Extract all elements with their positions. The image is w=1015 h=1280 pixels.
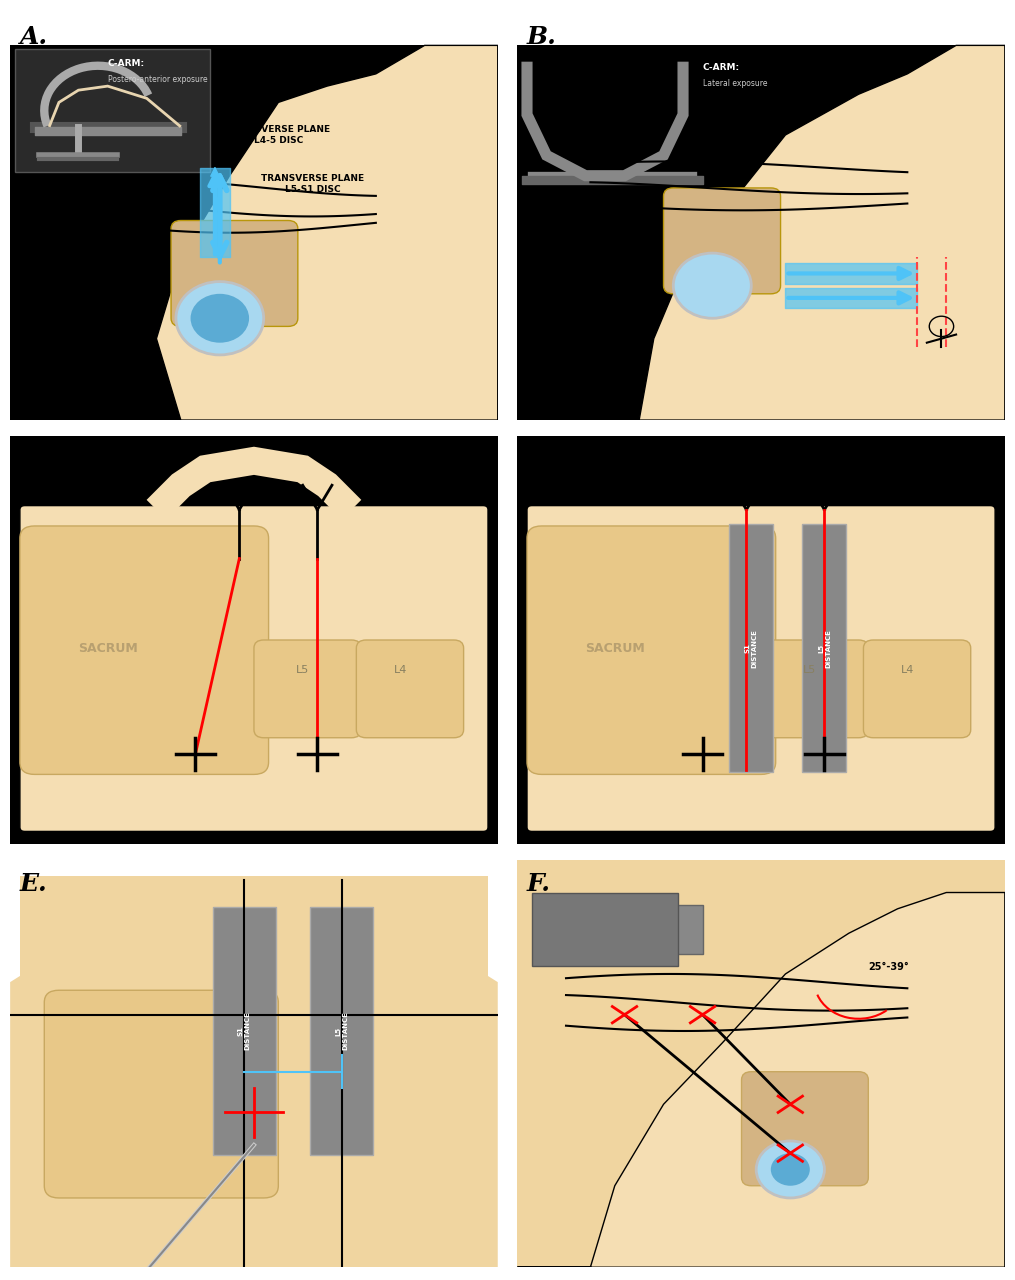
Text: L4: L4 xyxy=(900,664,915,675)
Text: A.: A. xyxy=(20,26,48,49)
Text: E.: E. xyxy=(20,872,48,896)
Text: SACRUM: SACRUM xyxy=(78,643,138,655)
FancyBboxPatch shape xyxy=(761,640,868,737)
Text: L5
DISTANCE: L5 DISTANCE xyxy=(818,628,831,668)
Polygon shape xyxy=(156,45,497,420)
FancyBboxPatch shape xyxy=(20,506,488,832)
Text: L5: L5 xyxy=(296,664,310,675)
FancyBboxPatch shape xyxy=(730,524,773,772)
Circle shape xyxy=(191,294,249,343)
Polygon shape xyxy=(639,45,1005,420)
FancyBboxPatch shape xyxy=(10,45,497,420)
Text: F.: F. xyxy=(527,872,551,896)
FancyBboxPatch shape xyxy=(172,220,297,326)
FancyBboxPatch shape xyxy=(20,526,269,774)
Polygon shape xyxy=(10,881,497,1267)
FancyBboxPatch shape xyxy=(15,50,210,172)
Text: C-ARM:: C-ARM: xyxy=(108,59,145,68)
FancyBboxPatch shape xyxy=(742,1071,868,1185)
FancyBboxPatch shape xyxy=(864,640,970,737)
Text: L4: L4 xyxy=(394,664,407,675)
Circle shape xyxy=(176,282,264,355)
FancyBboxPatch shape xyxy=(664,188,781,294)
Text: C-ARM:: C-ARM: xyxy=(702,63,740,72)
Circle shape xyxy=(770,1153,810,1185)
FancyBboxPatch shape xyxy=(20,877,488,1267)
Text: C.: C. xyxy=(20,448,48,472)
Text: Lateral exposure: Lateral exposure xyxy=(702,79,767,88)
Polygon shape xyxy=(518,892,1005,1267)
FancyBboxPatch shape xyxy=(212,906,276,1155)
Text: TRANSVERSE PLANE
L4-5 DISC: TRANSVERSE PLANE L4-5 DISC xyxy=(226,125,330,145)
FancyBboxPatch shape xyxy=(518,45,1005,420)
Text: MIDLINE: MIDLINE xyxy=(97,242,145,268)
Text: D.: D. xyxy=(527,448,556,472)
Text: S1
DISTANCE: S1 DISTANCE xyxy=(238,1011,251,1051)
FancyBboxPatch shape xyxy=(310,906,374,1155)
Text: 25°-39°: 25°-39° xyxy=(868,961,909,972)
FancyBboxPatch shape xyxy=(803,524,847,772)
Text: SACRUM: SACRUM xyxy=(585,643,645,655)
Text: L5: L5 xyxy=(803,664,816,675)
FancyBboxPatch shape xyxy=(527,506,995,832)
Circle shape xyxy=(673,253,751,319)
FancyBboxPatch shape xyxy=(45,991,278,1198)
Text: S1
DISTANCE: S1 DISTANCE xyxy=(745,628,758,668)
FancyBboxPatch shape xyxy=(532,892,678,966)
FancyBboxPatch shape xyxy=(537,905,702,954)
FancyBboxPatch shape xyxy=(356,640,464,737)
FancyBboxPatch shape xyxy=(254,640,361,737)
Text: B.: B. xyxy=(527,26,557,49)
Text: L5
DISTANCE: L5 DISTANCE xyxy=(335,1011,348,1051)
Circle shape xyxy=(756,1140,824,1198)
Text: Postero-anterior exposure: Postero-anterior exposure xyxy=(108,76,207,84)
Text: TRANSVERSE PLANE
L5-S1 DISC: TRANSVERSE PLANE L5-S1 DISC xyxy=(261,174,364,193)
FancyBboxPatch shape xyxy=(527,526,775,774)
